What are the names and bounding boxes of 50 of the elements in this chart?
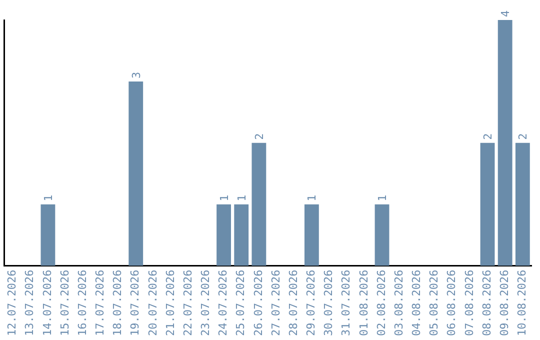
x-tick-label: 19.07.2026 (128, 270, 142, 336)
x-tick-label: 10.08.2026 (516, 270, 529, 336)
data-label: 1 (235, 194, 248, 202)
x-tick-label: 21.07.2026 (164, 270, 177, 336)
x-tick-label: 16.07.2026 (76, 270, 89, 336)
data-label: 1 (42, 194, 55, 202)
x-tick-label: 12.07.2026 (6, 270, 19, 336)
data-label: 4 (499, 10, 512, 17)
x-tick-label: 03.08.2026 (392, 270, 406, 336)
x-tick-label: 30.07.2026 (322, 270, 336, 336)
x-tick-label: 24.07.2026 (216, 270, 230, 336)
x-tick-label: 01.08.2026 (357, 270, 370, 336)
x-tick-label: 27.07.2026 (269, 270, 282, 336)
x-tick-label: 02.08.2026 (374, 270, 388, 336)
data-label: 2 (252, 133, 266, 140)
data-label: 3 (130, 72, 143, 78)
x-tick-label: 26.07.2026 (252, 270, 265, 336)
x-tick-label: 28.07.2026 (286, 270, 300, 336)
bar (40, 204, 56, 266)
bar (304, 204, 319, 266)
bar (374, 204, 390, 266)
data-label: 1 (306, 194, 319, 202)
x-tick-label: 05.08.2026 (428, 270, 441, 336)
bar (498, 20, 512, 266)
x-tick-label: 04.08.2026 (410, 270, 424, 336)
x-tick-label: 17.07.2026 (94, 270, 107, 336)
x-tick-label: 14.07.2026 (40, 270, 54, 336)
bar (216, 204, 231, 266)
x-tick-label: 18.07.2026 (111, 270, 124, 336)
data-label: 1 (218, 194, 231, 202)
bar (480, 142, 495, 266)
data-label: 2 (516, 133, 530, 140)
x-tick-label: 20.07.2026 (146, 270, 160, 336)
bar (128, 81, 144, 266)
x-tick-label: 13.07.2026 (23, 270, 36, 336)
x-tick-label: 23.07.2026 (199, 270, 212, 336)
bar (515, 142, 530, 266)
x-tick-label: 25.07.2026 (234, 270, 248, 336)
bar (252, 142, 266, 266)
x-tick-label: 09.08.2026 (498, 270, 511, 336)
x-tick-label: 06.08.2026 (445, 270, 458, 336)
x-tick-label: 31.07.2026 (340, 270, 353, 336)
x-tick-label: 15.07.2026 (58, 270, 72, 336)
x-tick-label: 22.07.2026 (181, 270, 194, 336)
bar (234, 204, 249, 266)
x-tick-label: 29.07.2026 (304, 270, 318, 336)
x-tick-label: 07.08.2026 (462, 270, 476, 336)
data-label: 2 (482, 133, 495, 140)
x-tick-label: 08.08.2026 (480, 270, 494, 336)
data-label: 1 (376, 194, 390, 202)
